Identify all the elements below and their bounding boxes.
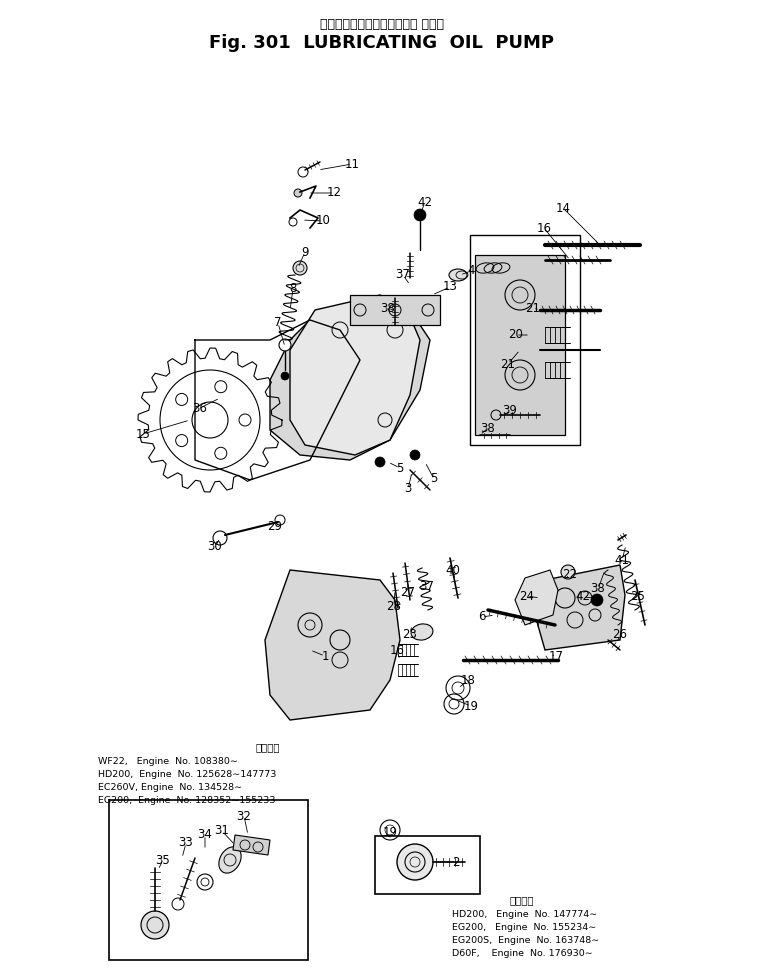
Text: 適用号等: 適用号等 [510,895,535,905]
Text: 33: 33 [179,837,193,849]
Text: 7: 7 [274,317,282,330]
Text: 14: 14 [555,202,571,214]
Text: EG200,  Engine  No. 128352∼155233: EG200, Engine No. 128352∼155233 [98,796,275,805]
Circle shape [397,844,433,880]
Text: 37: 37 [395,268,410,282]
Text: 1: 1 [321,649,329,662]
Text: 16: 16 [536,221,552,235]
Circle shape [375,457,385,467]
Text: 40: 40 [446,564,460,576]
Text: 21: 21 [501,358,516,370]
Polygon shape [233,835,270,855]
Text: 10: 10 [316,214,330,227]
Text: 3: 3 [404,483,412,495]
Text: ルーブリケーティングオイル ポンプ: ルーブリケーティングオイル ポンプ [320,18,443,31]
Text: 11: 11 [345,158,359,171]
Ellipse shape [449,269,467,281]
Circle shape [294,189,302,197]
Text: 38: 38 [591,582,605,596]
Bar [350,295,440,325]
Text: 15: 15 [136,427,150,441]
Text: 39: 39 [503,404,517,416]
Polygon shape [265,570,400,720]
Polygon shape [475,255,565,435]
Text: 27: 27 [401,587,416,600]
Circle shape [561,565,575,579]
Text: 32: 32 [237,809,252,823]
Text: 36: 36 [192,402,208,414]
Text: 2: 2 [452,855,460,869]
Text: 24: 24 [520,590,535,603]
Text: 38: 38 [481,421,495,435]
Text: 適用号等: 適用号等 [255,742,279,752]
Text: 20: 20 [509,329,523,341]
Text: 30: 30 [208,540,222,554]
Text: 42: 42 [417,196,433,209]
Bar [375,836,480,894]
Text: 16: 16 [389,644,404,657]
Polygon shape [515,570,558,625]
Text: 6: 6 [478,610,486,623]
Text: WF22,   Engine  No. 108380∼: WF22, Engine No. 108380∼ [98,757,238,766]
Circle shape [141,911,169,939]
Text: 19: 19 [382,826,398,838]
Text: EC260V, Engine  No. 134528∼: EC260V, Engine No. 134528∼ [98,783,242,792]
Circle shape [213,531,227,545]
Circle shape [279,339,291,351]
Text: 34: 34 [198,829,212,841]
Text: 8: 8 [289,283,297,295]
Ellipse shape [411,624,433,641]
Text: 21: 21 [526,301,540,315]
Text: 41: 41 [614,554,629,566]
Circle shape [293,261,307,275]
Text: 26: 26 [613,629,627,642]
Text: Fig. 301  LUBRICATING  OIL  PUMP: Fig. 301 LUBRICATING OIL PUMP [209,34,554,52]
Ellipse shape [322,345,388,424]
Text: 23: 23 [403,628,417,641]
Polygon shape [270,305,430,460]
Text: 9: 9 [301,246,309,258]
Text: 29: 29 [268,521,282,533]
Circle shape [414,209,426,221]
Text: 17: 17 [549,650,564,664]
Text: 5: 5 [430,473,438,486]
Text: 22: 22 [562,568,578,581]
Text: 12: 12 [327,186,342,200]
Text: EG200S,  Engine  No. 163748∼: EG200S, Engine No. 163748∼ [452,936,599,945]
Text: 37: 37 [420,580,434,594]
Text: 38: 38 [381,301,395,315]
Text: 42: 42 [575,591,591,604]
Text: HD200,   Engine  No. 147774∼: HD200, Engine No. 147774∼ [452,910,597,919]
Text: 18: 18 [461,675,475,687]
Text: 35: 35 [156,853,170,867]
Circle shape [197,874,213,890]
Text: 19: 19 [463,699,478,713]
Text: EG200,   Engine  No. 155234∼: EG200, Engine No. 155234∼ [452,923,596,932]
Polygon shape [535,565,625,650]
Circle shape [410,450,420,460]
Circle shape [281,372,289,380]
Bar [109,800,308,960]
Text: HD200,  Engine  No. 125628∼147773: HD200, Engine No. 125628∼147773 [98,770,276,779]
Text: 28: 28 [387,600,401,612]
Text: 31: 31 [214,825,230,838]
Text: 13: 13 [443,281,458,293]
Text: 5: 5 [396,461,404,475]
Bar [470,235,580,445]
Polygon shape [290,295,420,455]
Ellipse shape [219,847,241,874]
Text: 25: 25 [630,591,645,604]
Circle shape [347,377,363,393]
Circle shape [591,594,603,606]
Text: D60F,    Engine  No. 176930∼: D60F, Engine No. 176930∼ [452,949,593,958]
Text: 4: 4 [467,264,475,278]
